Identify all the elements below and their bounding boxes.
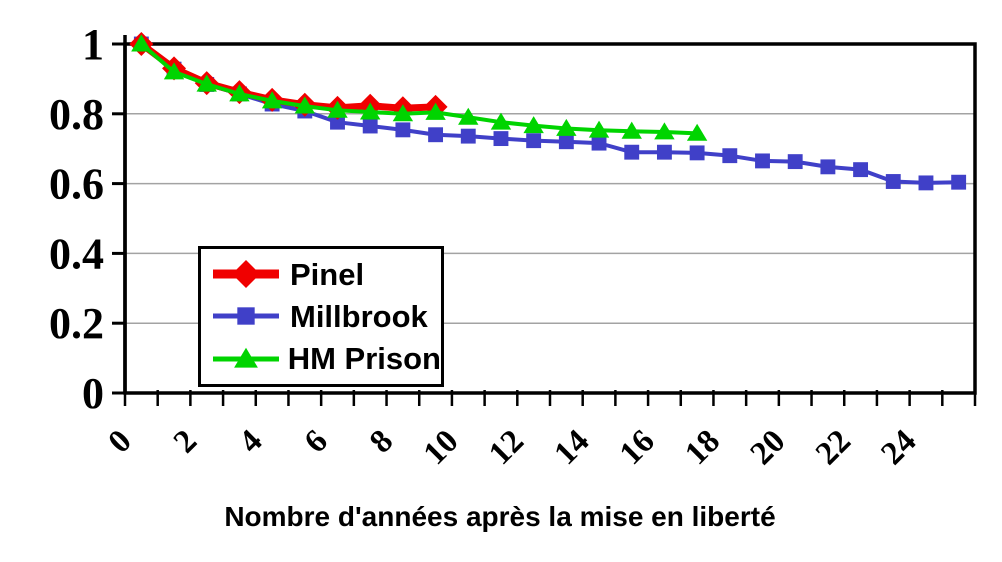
triangle-marker	[294, 96, 316, 114]
triangle-marker	[392, 104, 414, 122]
triangle-marker	[490, 112, 512, 130]
x-tick-label: 22	[809, 423, 858, 472]
triangle-marker	[261, 91, 283, 109]
y-tick-label: 0.4	[49, 229, 104, 278]
legend-item-pinel: Pinel	[211, 259, 441, 290]
triangle-marker	[621, 121, 642, 139]
square-marker	[493, 131, 509, 147]
legend-item-millbrook: Millbrook	[211, 301, 441, 332]
pinel-diamond-swatch-icon	[213, 260, 279, 289]
square-marker	[820, 159, 836, 175]
millbrook-square-swatch-icon	[213, 307, 279, 326]
x-axis-title: Nombre d'années après la mise en liberté	[224, 501, 776, 532]
x-tick-label: 18	[678, 423, 727, 472]
x-tick-label: 24	[874, 423, 923, 472]
square-marker	[591, 135, 607, 151]
x-tick-label: 6	[298, 423, 335, 460]
square-marker	[755, 153, 770, 169]
square-marker	[853, 162, 869, 178]
triangle-marker	[229, 84, 250, 102]
y-tick-label: 0.6	[49, 160, 104, 209]
square-marker	[237, 307, 255, 326]
triangle-marker	[556, 118, 577, 136]
legend: Pinel Millbrook HM Prison	[198, 246, 444, 387]
triangle-marker	[686, 123, 708, 141]
legend-label-hm-prison: HM Prison	[287, 341, 441, 377]
series-hm-prison	[131, 34, 708, 141]
x-tick-label: 10	[417, 423, 466, 472]
triangle-marker	[654, 122, 675, 140]
y-tick-label: 0	[82, 369, 104, 418]
x-tick-label: 4	[232, 423, 269, 460]
square-marker	[362, 118, 378, 134]
square-marker	[656, 144, 672, 160]
x-tick-label: 20	[744, 423, 793, 472]
y-axis: 1 0.8 0.6 0.4 0.2 0	[49, 20, 125, 418]
square-marker	[428, 127, 444, 143]
legend-label-millbrook: Millbrook	[290, 298, 428, 334]
x-tick-label: 16	[613, 423, 662, 472]
triangle-marker	[458, 107, 479, 125]
hm-prison-triangle-swatch-icon	[213, 347, 279, 368]
square-marker	[722, 148, 738, 164]
legend-label-pinel: Pinel	[290, 256, 365, 292]
triangle-marker	[131, 34, 152, 52]
square-marker	[918, 175, 934, 191]
triangle-marker	[196, 74, 217, 92]
square-marker	[787, 154, 803, 170]
legend-item-hm-prison: HM Prison	[211, 343, 441, 374]
square-marker	[558, 134, 574, 150]
series-line	[140, 42, 698, 136]
square-marker	[624, 144, 640, 160]
y-tick-label: 0.2	[49, 299, 104, 348]
x-axis: 0 2 4 6 8 10 12 14 16 18 20 22 24	[102, 390, 977, 472]
x-tick-label: 8	[363, 423, 400, 460]
square-marker	[951, 174, 967, 190]
triangle-marker	[234, 347, 258, 368]
x-tick-label: 12	[482, 423, 531, 472]
square-marker	[395, 122, 411, 138]
x-tick-label: 14	[548, 423, 597, 472]
triangle-marker	[425, 102, 446, 120]
square-marker	[330, 114, 345, 130]
triangle-marker	[163, 62, 185, 80]
square-marker	[689, 145, 705, 161]
x-tick-label: 0	[102, 423, 139, 460]
square-marker	[526, 133, 542, 149]
y-tick-label: 0.8	[49, 90, 104, 139]
triangle-marker	[523, 116, 544, 134]
triangle-marker	[327, 100, 348, 118]
diamond-marker	[232, 260, 260, 289]
triangle-marker	[359, 102, 381, 120]
square-marker	[885, 174, 901, 189]
triangle-marker	[588, 120, 610, 138]
x-tick-label: 2	[167, 423, 204, 460]
square-marker	[460, 128, 476, 144]
y-tick-label: 1	[82, 20, 104, 69]
